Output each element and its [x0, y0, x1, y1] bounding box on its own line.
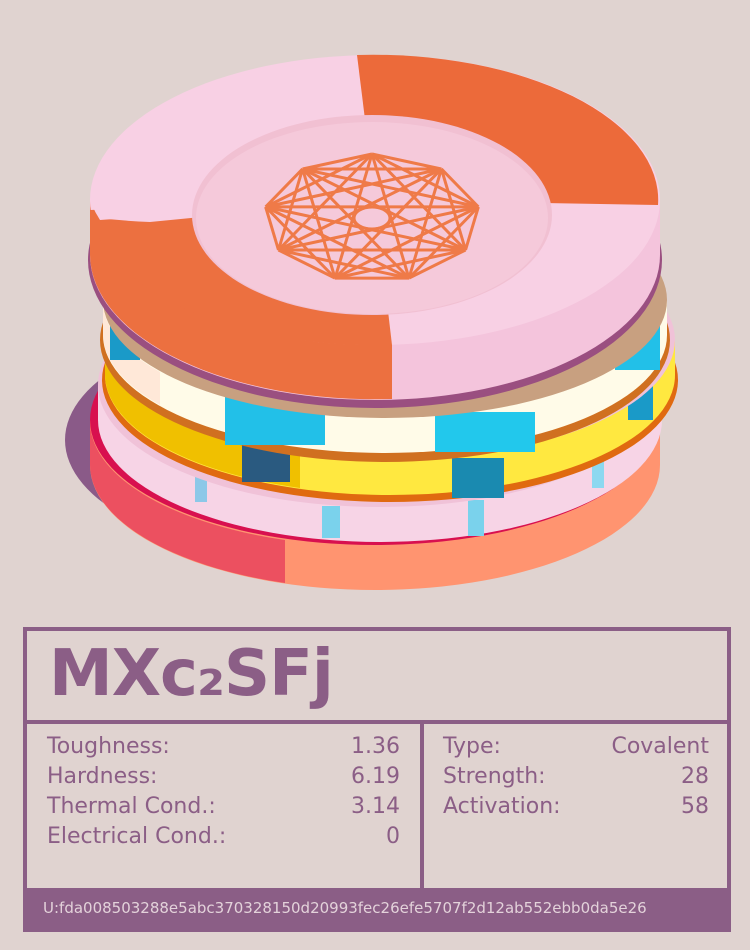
title: MXc₂SFj: [49, 637, 334, 711]
label: Type:: [443, 734, 501, 759]
row: Strength: 28: [443, 764, 709, 794]
emblem-line: [439, 168, 467, 251]
bond: Type: Covalent Strength: 28 Activation: 58: [424, 724, 727, 888]
label: Electrical Cond.:: [47, 824, 227, 849]
emblem-line: [264, 206, 280, 251]
value: 28: [681, 764, 709, 789]
row: Toughness: 1.36: [47, 734, 400, 764]
row: Hardness: 6.19: [47, 764, 400, 794]
emblem-line: [334, 248, 466, 280]
emblem-line: [408, 248, 467, 280]
footer: U:fda008503288e5abc370328150d20993fec26e…: [27, 888, 727, 928]
value: Covalent: [611, 734, 709, 759]
emblem-center: [352, 205, 392, 231]
emblem-line: [301, 168, 337, 279]
value: 58: [681, 794, 709, 819]
uid: U:fda008503288e5abc370328150d20993fec26e…: [43, 899, 647, 917]
disc-top: [88, 54, 662, 408]
emblem-line: [371, 152, 442, 171]
value: 1.36: [351, 734, 400, 759]
emblem-line: [277, 248, 336, 280]
material-illustration: [65, 54, 678, 590]
emblem-line: [302, 167, 479, 209]
emblem-line: [440, 167, 480, 208]
value: 6.19: [351, 764, 400, 789]
emblem-line: [265, 167, 442, 209]
emblem-line: [407, 205, 480, 280]
value: 0: [386, 824, 400, 849]
label: Hardness:: [47, 764, 158, 789]
properties: Toughness: 1.36 Hardness: 6.19 Thermal Con…: [27, 724, 424, 888]
label: Toughness:: [47, 734, 170, 759]
emblem-line: [264, 205, 337, 280]
value: 3.14: [351, 794, 400, 819]
emblem-line: [277, 168, 305, 251]
emblem: [264, 152, 480, 280]
emblem-line: [264, 152, 373, 209]
emblem-line: [371, 152, 480, 209]
row: Activation: 58: [443, 794, 709, 824]
row: Electrical Cond.: 0: [47, 824, 400, 854]
label: Activation:: [443, 794, 561, 819]
title-box: MXc₂SFj: [27, 631, 727, 724]
emblem-line: [278, 248, 410, 280]
emblem-line: [302, 152, 373, 171]
emblem-line: [464, 206, 480, 251]
row: Type: Covalent: [443, 734, 709, 764]
emblem-line: [264, 167, 304, 208]
row: Thermal Cond.: 3.14: [47, 794, 400, 824]
label: Strength:: [443, 764, 546, 789]
emblem-line: [264, 205, 410, 280]
label: Thermal Cond.:: [47, 794, 216, 819]
info-card: MXc₂SFj Toughness: 1.36 Hardness: 6.19 The…: [23, 627, 731, 932]
